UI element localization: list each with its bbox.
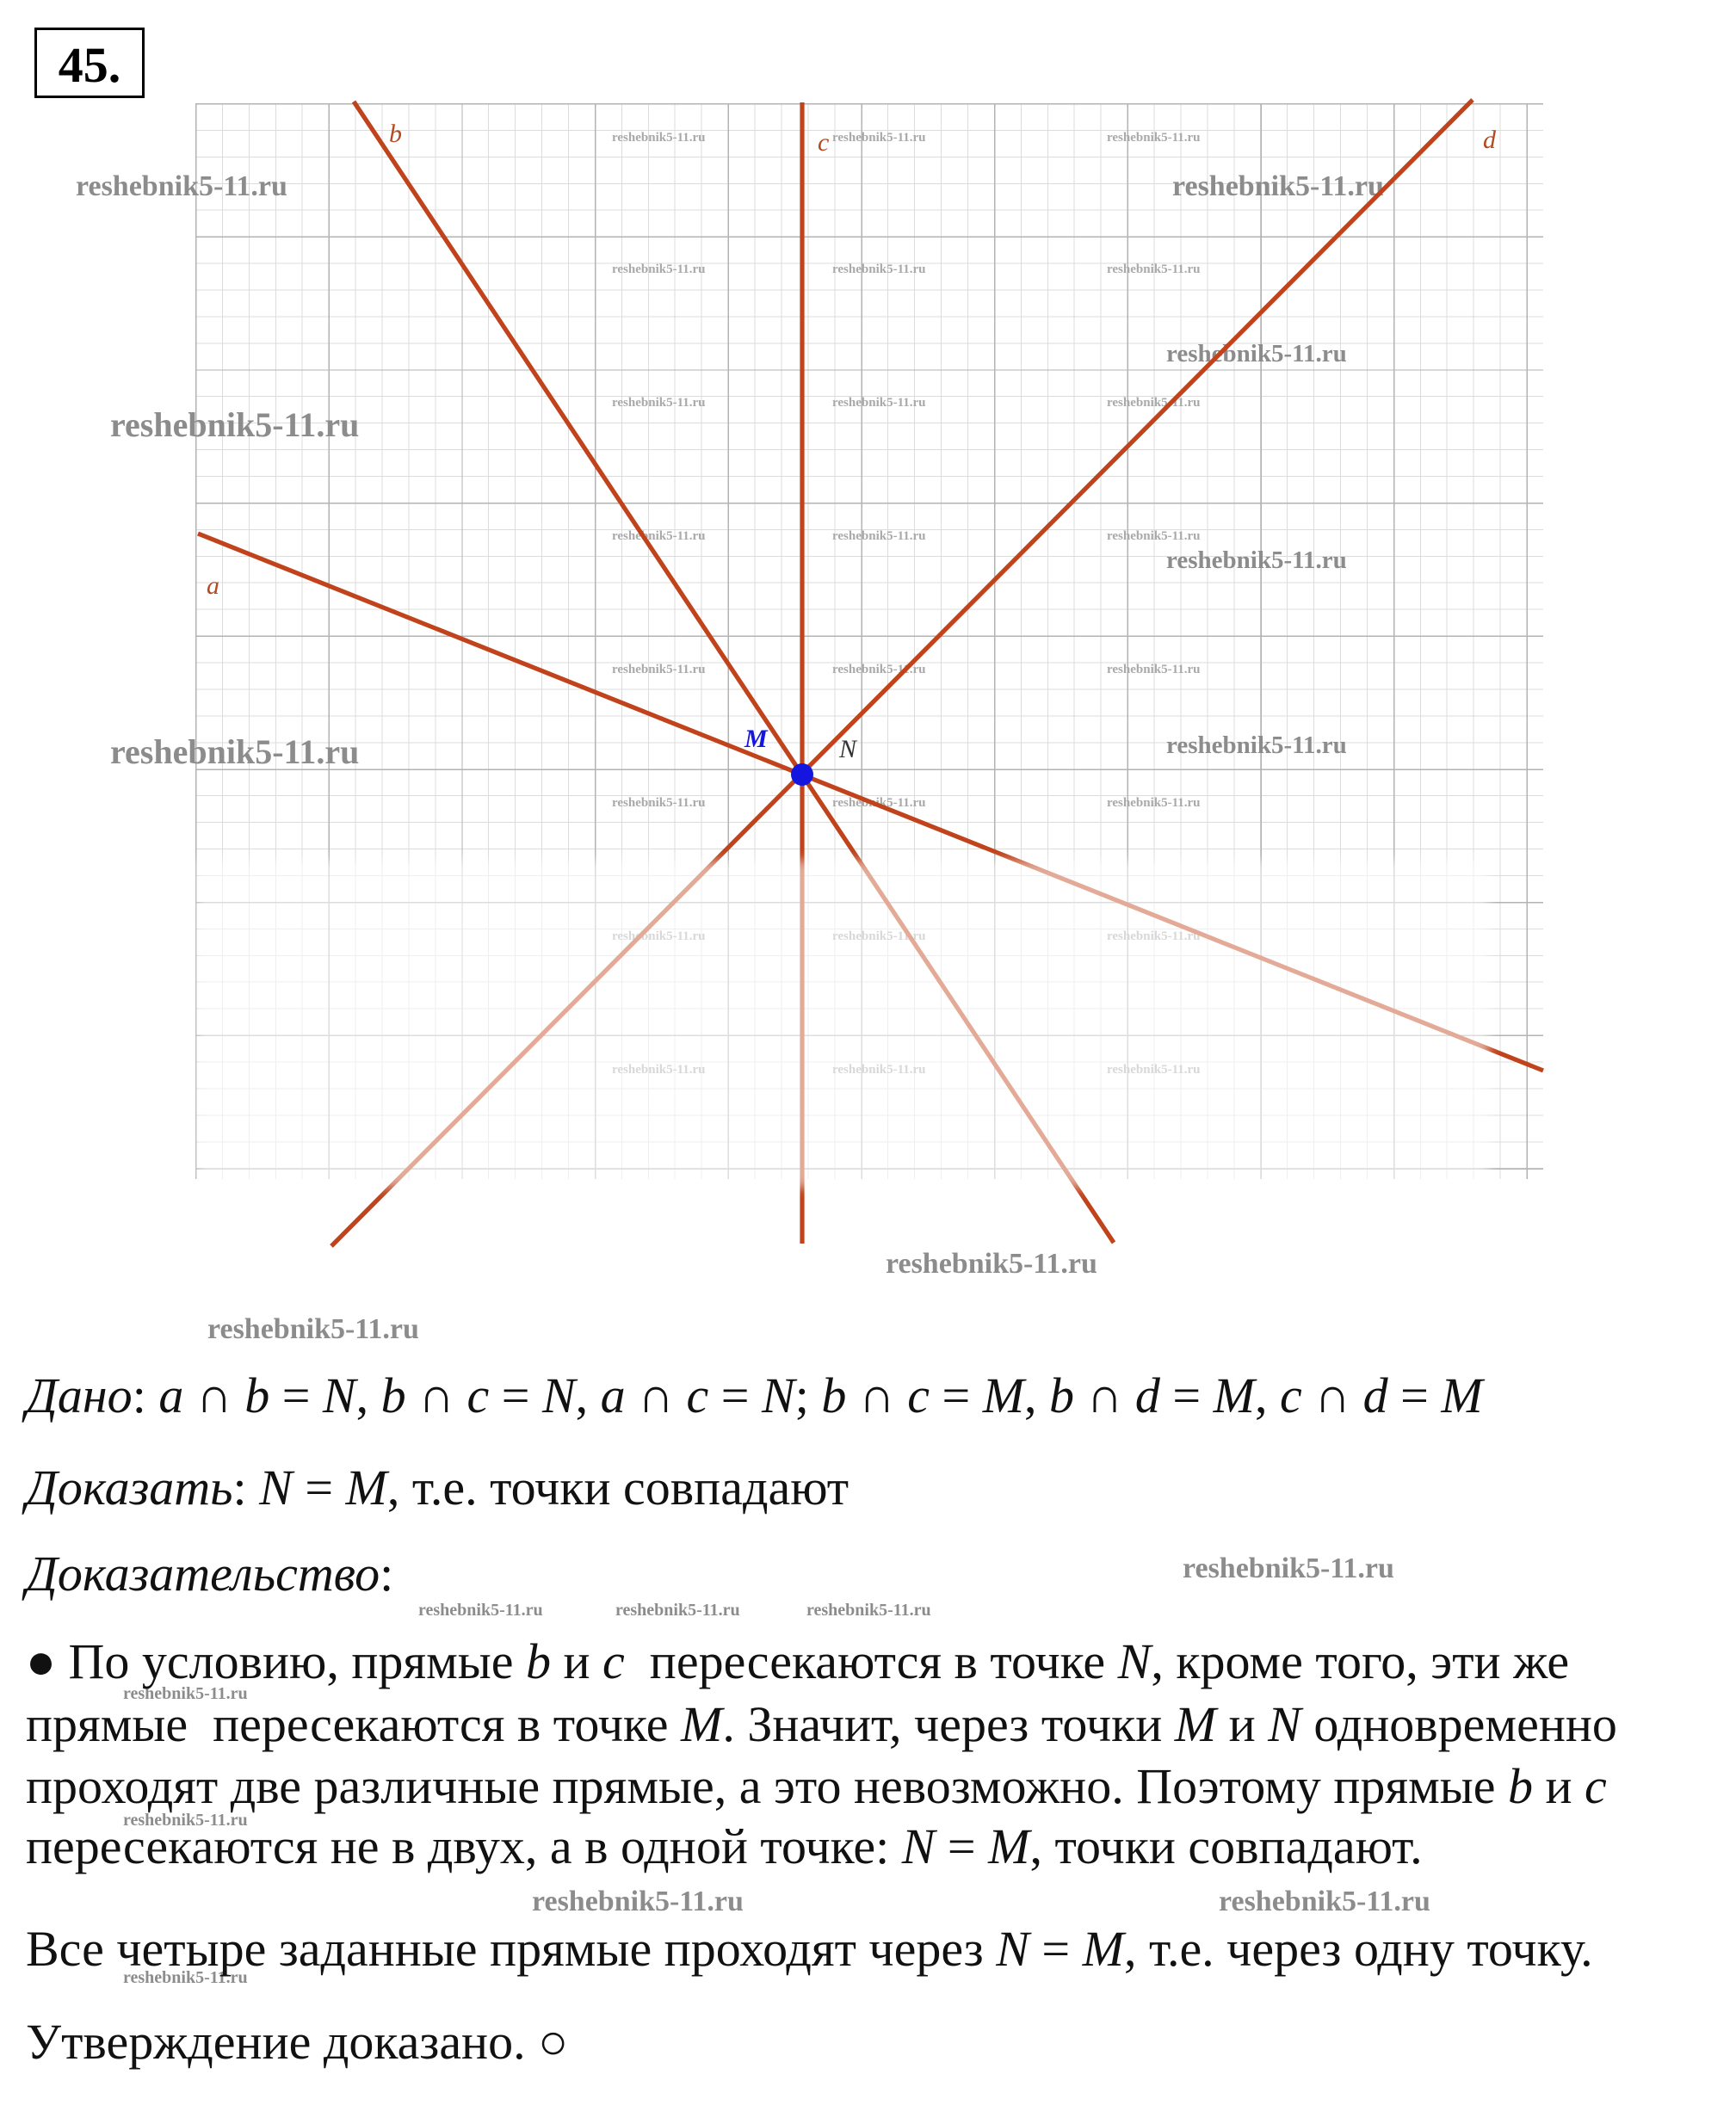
- svg-text:a: a: [207, 571, 219, 600]
- svg-text:c: c: [818, 128, 829, 157]
- svg-text:N: N: [838, 735, 858, 763]
- svg-text:b: b: [389, 120, 402, 148]
- svg-text:M: M: [744, 725, 769, 753]
- svg-text:d: d: [1483, 126, 1497, 154]
